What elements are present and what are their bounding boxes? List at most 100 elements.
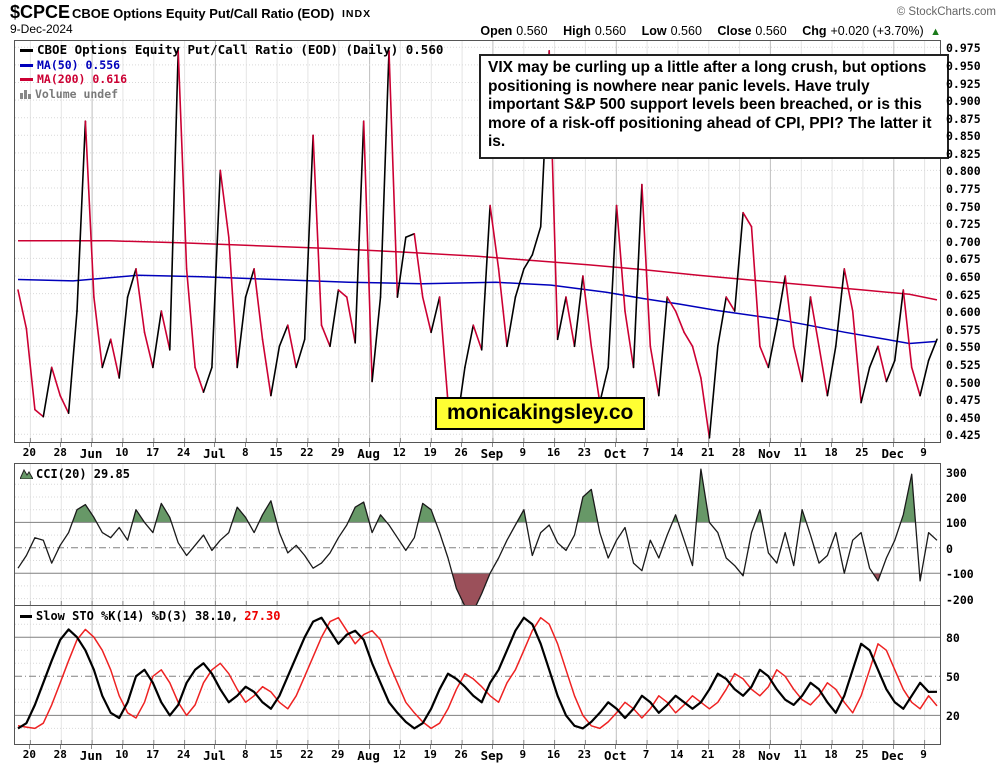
x-tick-label: 8 xyxy=(241,446,249,459)
x-tick-mark xyxy=(399,745,401,749)
x-tick-label: 7 xyxy=(642,748,650,761)
x-tick-mark xyxy=(769,443,771,447)
y-axis-label: 0.900 xyxy=(946,94,981,109)
x-tick-label: Oct xyxy=(604,446,627,461)
x-tick-label: 24 xyxy=(176,748,191,761)
x-tick-label: 21 xyxy=(701,748,715,761)
cci-y-axis: 300 200 100 0 -100 -200 xyxy=(944,463,1002,607)
symbol-title: $CPCE xyxy=(10,2,71,22)
y-axis-label: 0.850 xyxy=(946,129,981,144)
x-tick-mark xyxy=(584,745,586,749)
low-label: Low xyxy=(641,24,667,38)
x-tick-label: 16 xyxy=(546,748,561,761)
x-tick-mark xyxy=(707,443,709,447)
x-tick-label: 15 xyxy=(269,446,283,459)
ma50-legend-label: MA(50) 0.556 xyxy=(37,57,121,72)
price-legend-label: CBOE Options Equity Put/Call Ratio (EOD)… xyxy=(37,42,444,57)
y-axis-label: 0.500 xyxy=(946,375,981,390)
change-up-arrow-icon: ▲ xyxy=(930,26,941,38)
ma200-legend: MA(200) 0.616 xyxy=(20,72,443,87)
x-tick-label: Sep xyxy=(480,446,504,461)
x-tick-mark xyxy=(461,443,463,447)
x-tick-mark xyxy=(430,443,432,447)
x-tick-mark xyxy=(861,745,863,749)
x-tick-mark xyxy=(276,443,278,447)
main-y-axis: 0.975 0.950 0.925 0.900 0.875 0.850 0.825 0.800… xyxy=(944,40,1002,443)
x-tick-mark xyxy=(121,443,123,447)
x-tick-label: 18 xyxy=(824,748,838,761)
y-axis-label: 0.825 xyxy=(946,146,981,161)
x-tick-label: 22 xyxy=(300,446,314,459)
x-tick-mark xyxy=(615,443,617,447)
y-axis-label: 0.625 xyxy=(946,287,981,302)
y-axis-label: 50 xyxy=(946,670,960,685)
x-tick-mark xyxy=(214,745,216,749)
x-tick-mark xyxy=(491,745,493,749)
x-axis-top: 20 28 Jun 10 17 24 Jul 8 15 22 29 Aug 12 19 26 Sep 9 16 23… xyxy=(14,443,941,462)
x-tick-label: 25 xyxy=(855,748,869,761)
x-tick-mark xyxy=(399,443,401,447)
x-tick-label: 21 xyxy=(701,446,715,459)
x-tick-mark xyxy=(152,443,154,447)
x-tick-label: 8 xyxy=(241,748,249,761)
open-value: 0.560 xyxy=(516,24,548,38)
x-tick-mark xyxy=(337,745,339,749)
x-tick-label: 29 xyxy=(331,446,345,459)
exchange-label: INDX xyxy=(342,8,372,20)
x-tick-label: Aug xyxy=(357,748,380,763)
volume-bars-icon xyxy=(20,89,32,99)
x-tick-mark xyxy=(522,745,524,749)
x-tick-label: 23 xyxy=(577,748,592,761)
cci-legend: CCI(20) 29.85 xyxy=(20,467,130,481)
x-tick-mark xyxy=(121,745,123,749)
x-tick-label: 10 xyxy=(115,446,129,459)
x-tick-mark xyxy=(29,443,31,447)
x-tick-mark xyxy=(923,443,925,447)
y-axis-label: 0.450 xyxy=(946,410,981,425)
annotation-note: VIX may be curling up a little after a l… xyxy=(479,54,949,159)
x-tick-label: 7 xyxy=(642,446,650,459)
x-tick-mark xyxy=(245,443,247,447)
y-axis-label: 200 xyxy=(946,491,967,505)
y-axis-label: 0.775 xyxy=(946,182,981,196)
y-axis-label: 0.600 xyxy=(946,305,981,320)
y-axis-label: 20 xyxy=(946,709,960,724)
y-axis-label: 0 xyxy=(946,541,953,556)
x-tick-mark xyxy=(152,745,154,749)
x-tick-label: 17 xyxy=(146,748,160,761)
change-label: Chg xyxy=(802,24,827,38)
x-tick-label: 9 xyxy=(519,748,527,761)
x-tick-label: 20 xyxy=(22,446,37,459)
y-axis-label: 0.575 xyxy=(946,322,981,337)
x-tick-mark xyxy=(337,443,339,447)
sto-legend: Slow STO %K(14) %D(3) 38.10, 27.30 xyxy=(20,609,280,623)
x-tick-label: 24 xyxy=(176,446,191,459)
x-tick-label: 28 xyxy=(53,748,67,761)
x-tick-mark xyxy=(892,443,894,447)
y-axis-label: 100 xyxy=(946,516,967,531)
main-chart-panel: CBOE Options Equity Put/Call Ratio (EOD)… xyxy=(14,40,949,443)
sto-y-axis: 80 50 20 xyxy=(944,605,1002,745)
vertical-gridlines xyxy=(29,464,926,605)
price-line-swatch xyxy=(20,49,33,52)
x-tick-mark xyxy=(831,745,833,749)
sto-line-swatch xyxy=(20,615,32,618)
x-tick-mark xyxy=(831,443,833,447)
quote-row: Open 0.560 High 0.560 Low 0.560 Close 0.560 … xyxy=(480,24,941,38)
y-axis-label: -100 xyxy=(946,567,974,582)
high-label: High xyxy=(563,24,591,38)
close-label: Close xyxy=(717,24,752,38)
x-tick-mark xyxy=(183,443,185,447)
volume-legend-label: Volume undef xyxy=(35,86,119,101)
x-tick-label: Sep xyxy=(480,748,504,763)
x-tick-mark xyxy=(707,745,709,749)
x-tick-mark xyxy=(676,745,678,749)
x-tick-mark xyxy=(646,443,648,447)
price-legend: CBOE Options Equity Put/Call Ratio (EOD)… xyxy=(20,42,444,58)
y-axis-label: 0.725 xyxy=(946,217,981,232)
x-tick-mark xyxy=(646,745,648,749)
x-tick-mark xyxy=(491,443,493,447)
x-tick-label: 10 xyxy=(115,748,129,761)
y-axis-label: 0.675 xyxy=(946,252,981,267)
x-tick-label: 9 xyxy=(920,446,927,459)
